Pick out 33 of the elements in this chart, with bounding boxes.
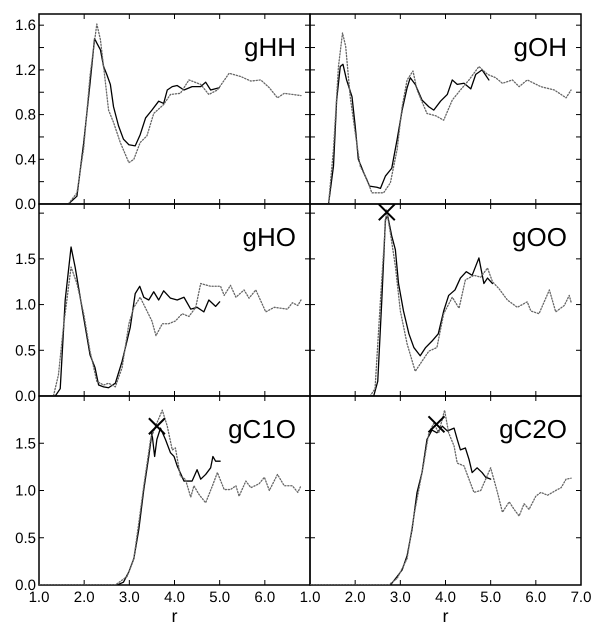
text: gOH bbox=[514, 32, 567, 62]
y-tick-label: 1.5 bbox=[15, 435, 36, 452]
x-tick-label: 6.0 bbox=[525, 589, 546, 606]
x-tick-label: 6.0 bbox=[254, 589, 276, 606]
y-tick-label: 1.6 bbox=[15, 17, 36, 34]
x-tick-label: 1.0 bbox=[300, 589, 320, 606]
text: gC1O bbox=[228, 414, 296, 444]
x-tick-label: 5.0 bbox=[209, 589, 230, 606]
text: gOO bbox=[512, 222, 567, 252]
y-tick-label: 0.8 bbox=[15, 106, 36, 124]
y-tick-label: 0.5 bbox=[15, 342, 36, 360]
y-tick-label: 0.5 bbox=[15, 530, 36, 547]
x-tick-label: 3.0 bbox=[118, 589, 140, 606]
x-tick-label: 2.0 bbox=[344, 589, 366, 606]
y-tick-label: 1.5 bbox=[15, 250, 36, 268]
y-tick-label: 1.0 bbox=[15, 482, 36, 500]
y-tick-label: 1.2 bbox=[15, 62, 36, 79]
y-tick-label: 0.4 bbox=[15, 151, 36, 168]
x-tick-label: 4.0 bbox=[435, 589, 456, 606]
x-tick-label: 7.0 bbox=[570, 589, 592, 606]
x-axis-title: r bbox=[172, 606, 178, 626]
text: gC2O bbox=[499, 414, 567, 444]
x-tick-label: 3.0 bbox=[390, 589, 411, 606]
y-tick-label: 1.0 bbox=[15, 296, 36, 314]
x-tick-label: 5.0 bbox=[480, 589, 502, 606]
text: gHH bbox=[244, 32, 296, 62]
text: gHO bbox=[242, 222, 296, 252]
x-tick-label: 4.0 bbox=[164, 589, 185, 606]
x-tick-label: 2.0 bbox=[74, 589, 95, 606]
y-tick-label: 0.0 bbox=[15, 388, 36, 405]
x-axis-title: r bbox=[442, 606, 448, 626]
y-tick-label: 0.0 bbox=[15, 196, 36, 213]
x-tick-label: 1.0 bbox=[28, 589, 50, 606]
